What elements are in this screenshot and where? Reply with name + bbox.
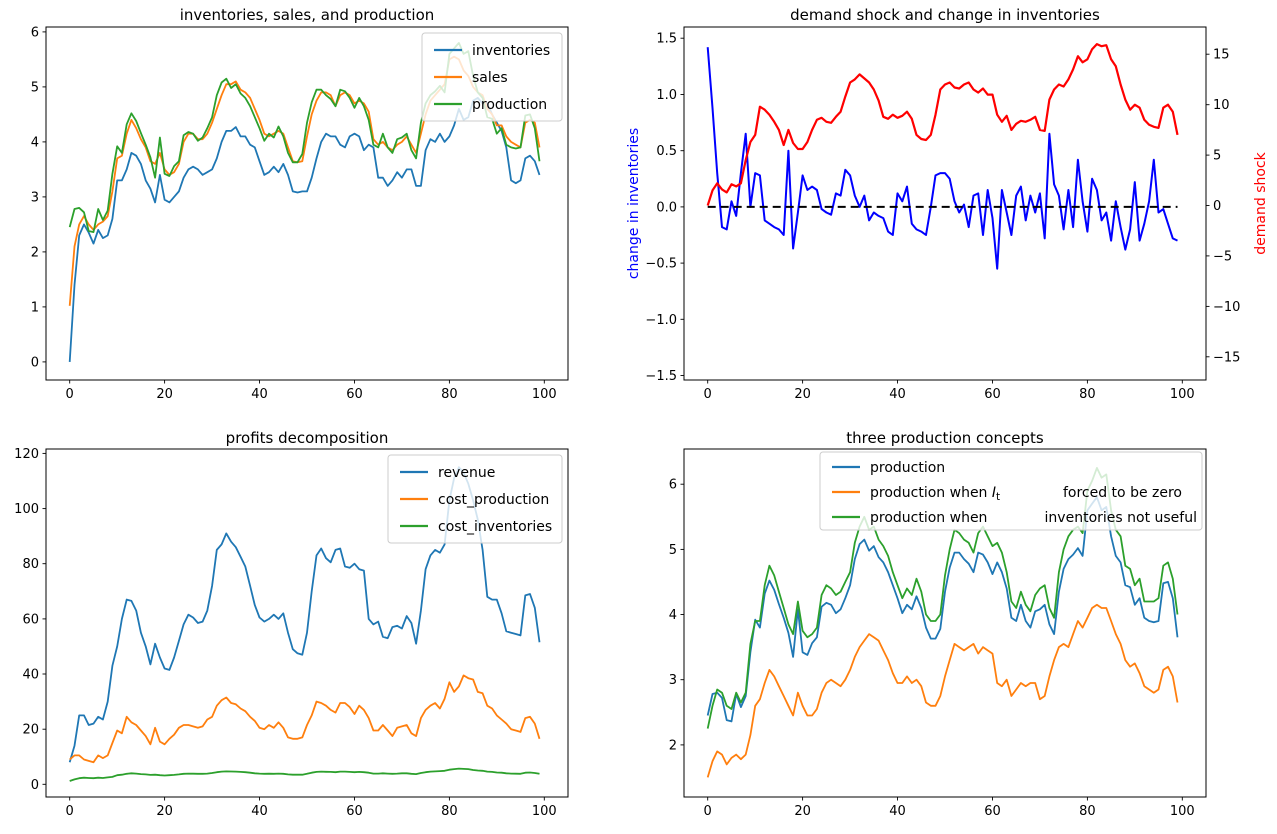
svg-text:6: 6 [31,25,39,40]
chart-demand-shock-change-inventories: 0 20 40 60 80 100−1.5−1.0−0.50.00.51.01.5−15−… [626,26,1269,402]
svg-text:cost_inventories: cost_inventories [438,519,552,535]
svg-text:100: 100 [532,387,557,402]
svg-text:0: 0 [66,387,74,402]
svg-text:80: 80 [441,387,458,402]
svg-text:2: 2 [669,738,677,753]
panel-three-production-concepts: 0 20 40 60 80 100 2 3 4 5 6 production production wh… [638,417,1277,834]
svg-text:3: 3 [31,190,39,205]
svg-text:100: 100 [532,804,557,819]
svg-text:40: 40 [889,804,906,819]
svg-text:80: 80 [1079,387,1096,402]
svg-text:0: 0 [704,387,712,402]
svg-text:60: 60 [984,387,1001,402]
svg-text:0: 0 [66,804,74,819]
svg-text:60: 60 [22,612,39,627]
svg-text:40: 40 [251,387,268,402]
svg-text:sales: sales [472,70,508,86]
svg-text:0: 0 [704,804,712,819]
svg-text:20: 20 [794,387,811,402]
svg-text:2: 2 [31,245,39,260]
svg-text:80: 80 [441,804,458,819]
chart-profits-decomposition: 0 20 40 60 80 100 0 20 40 60 80 100 120 revenue cost_p… [14,447,569,819]
panel-inventories-sales-production: 0 20 40 60 80 100 0 1 2 3 4 5 6 inventories sales produ… [0,0,638,417]
svg-text:0.5: 0.5 [656,144,677,159]
svg-text:−0.5: −0.5 [645,257,677,272]
svg-text:80: 80 [22,557,39,572]
chart-title: inventories, sales, and production [179,6,435,24]
svg-text:100: 100 [1170,387,1195,402]
svg-text:production when: production when [870,510,987,526]
panel-profits-decomposition: 0 20 40 60 80 100 0 20 40 60 80 100 120 revenue cost_p… [0,417,638,834]
svg-text:demand shock: demand shock [1253,151,1269,254]
svg-text:1.0: 1.0 [656,88,677,103]
svg-text:20: 20 [22,723,39,738]
svg-text:−1.0: −1.0 [645,313,677,328]
svg-text:100: 100 [14,502,39,517]
svg-text:revenue: revenue [438,465,495,481]
svg-text:20: 20 [156,804,173,819]
svg-text:20: 20 [794,804,811,819]
svg-text:40: 40 [889,387,906,402]
svg-text:1.5: 1.5 [656,32,677,47]
svg-text:3: 3 [669,673,677,688]
svg-text:0: 0 [31,355,39,370]
svg-text:20: 20 [156,387,173,402]
svg-text:0: 0 [1213,199,1221,214]
chart-title: profits decomposition [225,429,389,447]
svg-text:100: 100 [1170,804,1195,819]
svg-text:production: production [870,460,945,476]
svg-text:60: 60 [346,387,363,402]
panel-demand-shock-change-inventories: 0 20 40 60 80 100 −1.5 −1.0 −0.5 0.0 0.5 1.0 1.5 −15−… [626,0,1277,417]
svg-text:60: 60 [984,804,1001,819]
svg-text:40: 40 [251,804,268,819]
svg-text:1: 1 [31,300,39,315]
svg-text:4: 4 [31,135,39,150]
svg-text:change in inventories: change in inventories [626,128,642,279]
svg-text:15: 15 [1213,48,1230,63]
svg-text:10: 10 [1213,98,1230,113]
chart-title: three production concepts [846,429,1044,447]
svg-text:−1.5: −1.5 [645,369,677,384]
chart-title: demand shock and change in inventories [790,6,1100,24]
svg-text:5: 5 [31,80,39,95]
svg-text:0: 0 [31,778,39,793]
svg-text:forced to be zero: forced to be zero [1063,485,1182,501]
svg-text:inventories: inventories [472,43,550,59]
svg-text:6: 6 [669,478,677,493]
svg-text:−15: −15 [1213,350,1240,365]
svg-text:60: 60 [346,804,363,819]
chart-three-production-concepts: 0 20 40 60 80 100 2 3 4 5 6 production production wh… [669,448,1207,819]
svg-text:production: production [472,97,547,113]
chart-inventories-sales-production: 0 20 40 60 80 100 0 1 2 3 4 5 6 inventories sales produ… [31,25,569,402]
svg-text:5: 5 [1213,149,1221,164]
svg-text:−10: −10 [1213,300,1240,315]
svg-text:40: 40 [22,668,39,683]
svg-text:0.0: 0.0 [656,200,677,215]
svg-text:80: 80 [1079,804,1096,819]
svg-text:120: 120 [14,447,39,462]
svg-text:5: 5 [669,543,677,558]
svg-text:4: 4 [669,608,677,623]
svg-text:−5: −5 [1213,249,1232,264]
svg-text:cost_production: cost_production [438,492,549,508]
svg-text:inventories not useful: inventories not useful [1045,510,1197,526]
svg-text:production when It: production when It [870,485,1000,503]
